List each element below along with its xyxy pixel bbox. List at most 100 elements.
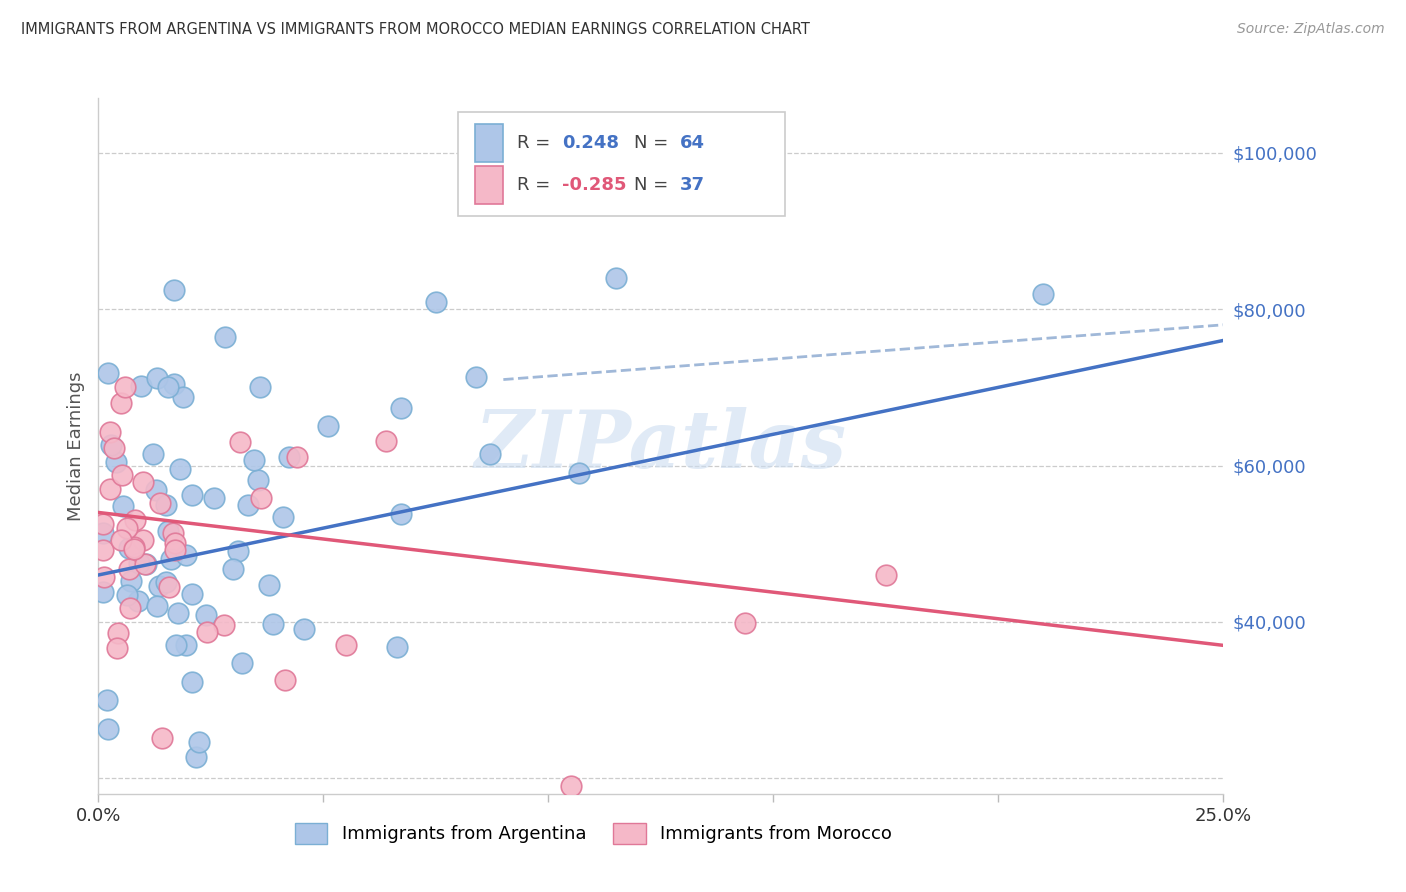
Point — [135, 557, 157, 571]
Point — [155, 498, 177, 512]
Point — [91, 517, 114, 532]
Point — [180, 488, 202, 502]
Text: N =: N = — [634, 176, 673, 194]
Point — [174, 548, 197, 562]
Point — [262, 616, 284, 631]
Point — [292, 623, 315, 637]
Point — [374, 434, 396, 449]
Point — [117, 588, 139, 602]
Text: 64: 64 — [681, 135, 704, 153]
Point — [465, 370, 488, 384]
Point — [169, 462, 191, 476]
Text: IMMIGRANTS FROM ARGENTINA VS IMMIGRANTS FROM MOROCCO MEDIAN EARNINGS CORRELATION: IMMIGRANTS FROM ARGENTINA VS IMMIGRANTS … — [21, 22, 810, 37]
Point — [124, 540, 146, 554]
Point — [257, 578, 280, 592]
Point — [146, 371, 169, 385]
Text: 0.248: 0.248 — [562, 135, 619, 153]
Point — [114, 380, 136, 394]
Point — [335, 638, 357, 652]
Point — [96, 693, 118, 707]
Point — [142, 447, 165, 461]
Point — [124, 513, 146, 527]
Point — [120, 601, 142, 615]
Text: N =: N = — [634, 135, 673, 153]
Point — [105, 455, 128, 469]
Point — [479, 447, 502, 461]
Point — [167, 606, 190, 620]
Point — [425, 294, 447, 309]
Point — [163, 543, 186, 558]
Point — [212, 617, 235, 632]
Point — [172, 390, 194, 404]
Point — [129, 379, 152, 393]
Text: -0.285: -0.285 — [562, 176, 626, 194]
Point — [134, 558, 156, 572]
Point — [100, 438, 122, 452]
Point — [226, 544, 249, 558]
Point — [568, 467, 591, 481]
Point — [229, 434, 252, 449]
Point — [278, 450, 301, 465]
Y-axis label: Median Earnings: Median Earnings — [66, 371, 84, 521]
Point — [150, 731, 173, 746]
Point — [110, 533, 132, 548]
Text: R =: R = — [517, 135, 555, 153]
Point — [98, 425, 121, 440]
Point — [107, 625, 129, 640]
Point — [93, 569, 115, 583]
Point — [155, 575, 177, 590]
Point — [163, 283, 186, 297]
Point — [214, 330, 236, 344]
Point — [160, 551, 183, 566]
Point — [1032, 286, 1054, 301]
Point — [132, 533, 155, 548]
Point — [605, 271, 627, 285]
Point — [243, 453, 266, 467]
Point — [157, 524, 180, 538]
Point — [163, 536, 186, 550]
Point — [165, 638, 187, 652]
FancyBboxPatch shape — [458, 112, 785, 217]
Point — [118, 562, 141, 576]
Point — [118, 541, 141, 555]
Point — [157, 580, 180, 594]
Point — [162, 526, 184, 541]
Point — [149, 495, 172, 509]
Point — [105, 640, 128, 655]
Point — [202, 491, 225, 505]
FancyBboxPatch shape — [475, 124, 503, 162]
FancyBboxPatch shape — [475, 166, 503, 204]
Point — [128, 557, 150, 571]
Point — [316, 419, 339, 434]
Point — [97, 366, 120, 380]
Point — [875, 568, 897, 582]
Point — [115, 521, 138, 535]
Point — [174, 638, 197, 652]
Point — [231, 657, 253, 671]
Point — [91, 584, 114, 599]
Point — [181, 675, 204, 690]
Point — [112, 500, 135, 514]
Point — [271, 510, 294, 524]
Point — [533, 185, 555, 199]
Point — [91, 543, 114, 558]
Point — [97, 722, 120, 736]
Point — [132, 475, 155, 490]
Point — [122, 541, 145, 556]
Point — [385, 640, 408, 655]
Point — [389, 401, 412, 415]
Text: ZIPatlas: ZIPatlas — [475, 408, 846, 484]
Point — [98, 483, 121, 497]
Point — [238, 498, 260, 512]
Point — [274, 673, 297, 687]
Point — [180, 587, 202, 601]
Point — [145, 483, 167, 497]
Point — [145, 599, 167, 613]
Point — [389, 508, 412, 522]
Text: Source: ZipAtlas.com: Source: ZipAtlas.com — [1237, 22, 1385, 37]
Point — [734, 616, 756, 631]
Point — [247, 474, 270, 488]
Point — [110, 396, 132, 410]
Point — [285, 450, 308, 464]
Point — [163, 376, 186, 391]
